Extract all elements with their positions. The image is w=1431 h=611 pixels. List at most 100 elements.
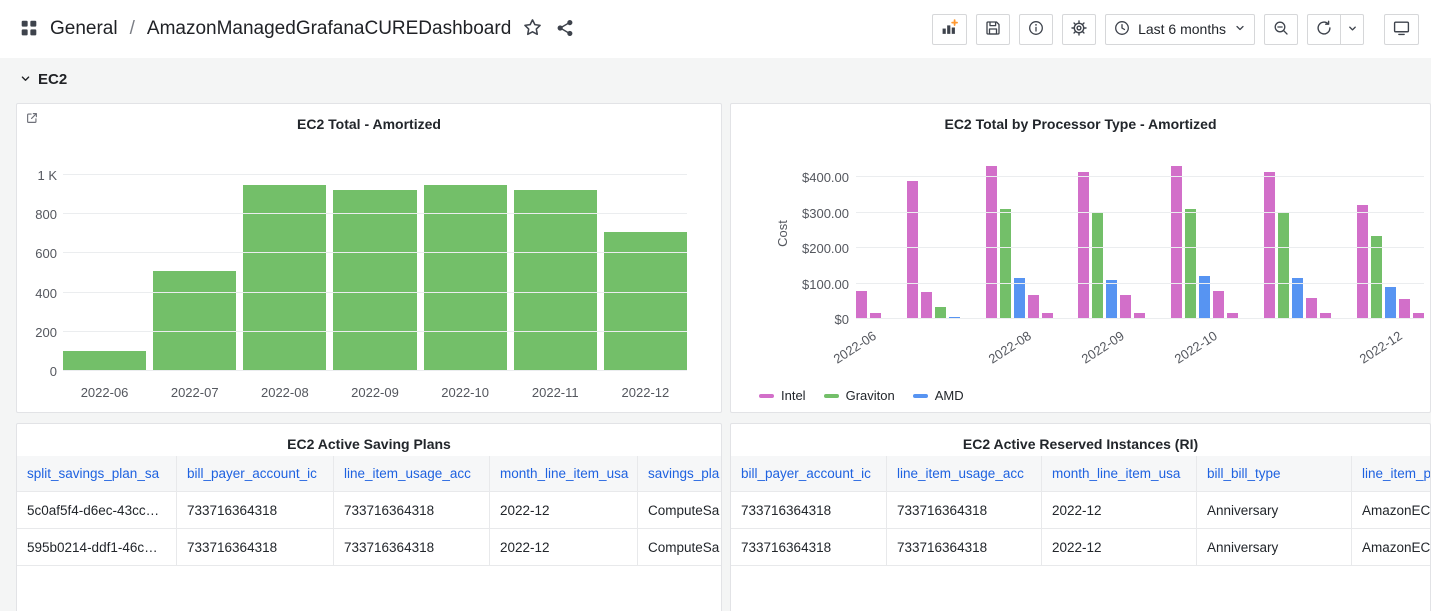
legend-item-amd[interactable]: AMD <box>912 388 964 403</box>
column-header[interactable]: bill_payer_account_ic <box>177 456 334 492</box>
gridline <box>856 247 1424 248</box>
legend-label: Intel <box>781 388 806 403</box>
panel-title[interactable]: EC2 Active Saving Plans <box>287 436 451 452</box>
panel-active-saving-plans: EC2 Active Saving Plans split_savings_pl… <box>16 423 722 611</box>
table-cell: 733716364318 <box>887 492 1042 529</box>
dashboard-toolbar: Last 6 months <box>932 13 1419 45</box>
bar-intel <box>1264 172 1276 319</box>
table-cell: AmazonEC <box>1352 529 1430 566</box>
table-cell: Anniversary <box>1197 492 1352 529</box>
bars-container: 2022-06 2022-08 2022-09 2022-10 2022-12 <box>831 166 1424 367</box>
column-header[interactable]: line_item_usage_acc <box>887 456 1042 492</box>
gridline <box>63 370 687 371</box>
bar-intel <box>1041 313 1053 319</box>
table-header-row: split_savings_plan_sa bill_payer_account_… <box>17 456 721 492</box>
y-tick-label: 0 <box>49 364 57 379</box>
table-cell: 5c0af5f4-d6ec-43cc… <box>17 492 177 529</box>
x-tick-label: 2022-12 <box>1357 328 1406 367</box>
gridline <box>63 174 687 175</box>
table-cell: 2022-12 <box>490 529 638 566</box>
zoom-out-button[interactable] <box>1264 13 1298 45</box>
panel-title[interactable]: EC2 Total - Amortized <box>297 116 441 132</box>
row-toggle-ec2[interactable]: EC2 <box>20 71 67 88</box>
gridline <box>63 252 687 254</box>
refresh-button[interactable] <box>1307 13 1341 45</box>
legend-item-graviton[interactable]: Graviton <box>823 388 895 403</box>
column-header[interactable]: month_line_item_usa <box>1042 456 1197 492</box>
row-title: EC2 <box>38 71 68 88</box>
saving-plans-table: split_savings_plan_sa bill_payer_account_… <box>17 456 721 566</box>
bar-intel <box>1306 298 1318 319</box>
refresh-button-group <box>1307 13 1364 45</box>
y-tick-label: $0 <box>834 312 849 327</box>
bar-group: 2022-09 <box>1078 172 1146 367</box>
column-header[interactable]: bill_bill_type <box>1197 456 1352 492</box>
table-cell: 733716364318 <box>731 529 887 566</box>
bar-intel <box>1227 313 1239 319</box>
info-circle-icon <box>1028 20 1044 39</box>
bar-2022-06 <box>63 351 147 371</box>
table-cell: 733716364318 <box>731 492 887 529</box>
chevron-down-icon <box>1347 21 1358 37</box>
external-link-icon[interactable] <box>25 111 39 130</box>
y-tick-label: $100.00 <box>802 276 849 292</box>
table-cell: ComputeSa <box>638 492 721 529</box>
share-button[interactable] <box>554 17 576 42</box>
x-tick-label: 2022-06 <box>830 328 880 367</box>
gridline <box>63 291 687 293</box>
bar-intel <box>1134 313 1146 319</box>
x-tick-label: 2022-10 <box>1171 328 1220 367</box>
panel-title[interactable]: EC2 Total by Processor Type - Amortized <box>944 116 1217 132</box>
legend-swatch <box>759 393 774 398</box>
y-tick-label: 200 <box>35 324 57 340</box>
column-header[interactable]: bill_payer_account_ic <box>731 456 887 492</box>
bar-group: 2022-06 <box>831 291 881 367</box>
bar-graviton <box>1278 212 1290 319</box>
bar-graviton <box>934 307 946 319</box>
refresh-interval-button[interactable] <box>1340 13 1364 45</box>
legend-label: AMD <box>934 388 964 403</box>
table-header-row: bill_payer_account_ic line_item_usage_acc… <box>731 456 1430 492</box>
column-header[interactable]: month_line_item_usa <box>490 456 638 492</box>
bar-amd <box>1013 278 1025 319</box>
add-panel-button[interactable] <box>932 13 968 45</box>
column-header[interactable]: split_savings_plan_sa <box>17 456 177 492</box>
column-header[interactable]: line_item_usage_acc <box>334 456 490 492</box>
save-icon <box>985 20 1001 39</box>
x-tick-label: 2022-06 <box>80 385 129 400</box>
chart-legend: Intel Graviton AMD <box>759 388 964 403</box>
save-dashboard-button[interactable] <box>976 13 1011 45</box>
x-tick-label: 2022-09 <box>351 385 399 400</box>
y-tick-label: 800 <box>35 207 57 223</box>
x-tick-label: 2022-11 <box>531 385 579 400</box>
gridline <box>63 330 687 332</box>
graph-bar-plus-icon <box>941 19 959 39</box>
table-cell: Anniversary <box>1197 529 1352 566</box>
x-tick-label: 2022-10 <box>441 385 489 400</box>
table-cell: 595b0214-ddf1-46c… <box>17 529 177 566</box>
legend-swatch <box>912 393 928 398</box>
favorite-button[interactable] <box>521 16 544 42</box>
column-header[interactable]: line_item_p <box>1352 456 1430 492</box>
legend-item-intel[interactable]: Intel <box>759 388 806 403</box>
dashboard-settings-button[interactable] <box>1062 13 1097 45</box>
legend-swatch <box>823 393 839 398</box>
column-header[interactable]: savings_pla <box>638 456 721 492</box>
bar-intel <box>906 181 918 319</box>
bar-2022-10 <box>423 185 507 371</box>
dashboard-insights-button[interactable] <box>1019 13 1054 45</box>
apps-menu-button[interactable] <box>18 17 40 42</box>
x-tick-label: 2022-08 <box>985 328 1035 367</box>
monitor-icon <box>1393 19 1410 39</box>
refresh-icon <box>1316 20 1332 39</box>
panel-title[interactable]: EC2 Active Reserved Instances (RI) <box>962 436 1199 452</box>
share-icon <box>556 19 574 40</box>
bar-2022-12 <box>603 232 687 371</box>
y-tick-label: $400.00 <box>802 170 849 185</box>
bar-2022-07 <box>153 271 237 371</box>
cycle-view-mode-button[interactable] <box>1384 13 1419 45</box>
time-range-picker-button[interactable]: Last 6 months <box>1105 13 1255 45</box>
breadcrumb-folder[interactable]: General <box>50 18 118 39</box>
y-tick-label: 400 <box>35 285 57 301</box>
